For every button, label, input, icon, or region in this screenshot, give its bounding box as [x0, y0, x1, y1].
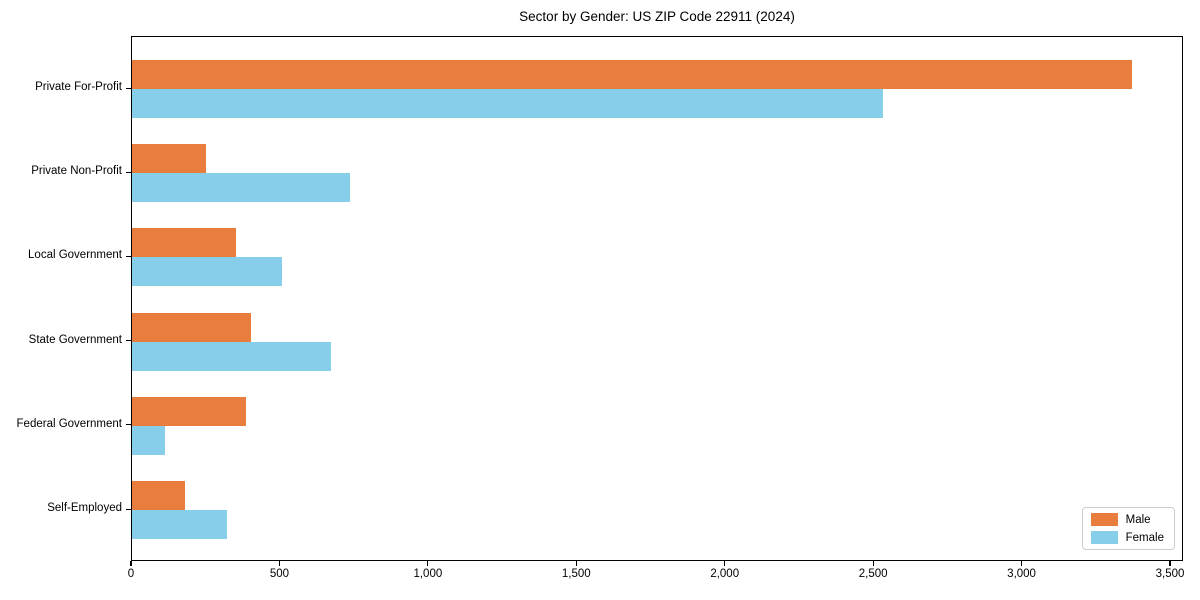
legend: Male Female: [1081, 507, 1175, 550]
xtick-label-1000: 1,000: [413, 568, 443, 580]
bar-male-federal-government: [132, 396, 247, 426]
female-series-swatch: [1090, 531, 1118, 544]
xtick-mark-500: [278, 561, 281, 566]
bar-male-local-government: [132, 228, 236, 258]
bar-male-private-non-profit: [132, 144, 207, 174]
legend-entry-female: Female: [1090, 531, 1164, 544]
xtick-label-2000: 2,000: [710, 568, 740, 580]
plot-area: Male Female: [131, 36, 1183, 561]
ytick-mark-private-non-profit: [126, 171, 131, 173]
chart-title: Sector by Gender: US ZIP Code 22911 (202…: [519, 9, 795, 24]
xtick-label-2500: 2,500: [858, 568, 888, 580]
xtick-label-1500: 1,500: [561, 568, 591, 580]
xtick-label-500: 500: [269, 568, 290, 580]
ytick-mark-self-employed: [126, 508, 131, 510]
ytick-label-state-government: State Government: [28, 333, 122, 346]
bar-male-state-government: [132, 312, 251, 342]
ytick-label-federal-government: Federal Government: [16, 417, 122, 430]
bar-female-self-employed: [132, 510, 227, 539]
bar-male-private-for-profit: [132, 60, 1133, 89]
legend-entry-male: Male: [1090, 513, 1164, 526]
xtick-mark-1500: [575, 561, 577, 566]
bar-female-private-non-profit: [132, 173, 351, 203]
ytick-mark-federal-government: [126, 424, 131, 426]
bar-female-state-government: [132, 341, 331, 371]
xtick-mark-0: [130, 561, 132, 566]
xtick-mark-3000: [1020, 561, 1023, 566]
xtick-mark-3500: [1169, 561, 1171, 566]
xtick-mark-1000: [427, 561, 429, 566]
ytick-mark-private-for-profit: [126, 87, 131, 89]
ytick-label-private-for-profit: Private For-Profit: [35, 81, 122, 93]
ytick-label-local-government: Local Government: [28, 249, 122, 262]
bar-female-private-for-profit: [132, 89, 884, 118]
ytick-label-self-employed: Self-Employed: [47, 502, 122, 514]
legend-label-male: Male: [1125, 513, 1151, 526]
ytick-mark-local-government: [126, 255, 131, 258]
xtick-label-3500: 3,500: [1155, 568, 1185, 580]
ytick-mark-state-government: [126, 340, 131, 342]
xtick-label-3000: 3,000: [1007, 568, 1036, 580]
legend-label-female: Female: [1125, 531, 1164, 544]
ytick-label-private-non-profit: Private Non-Profit: [31, 165, 122, 178]
xtick-mark-2000: [724, 561, 726, 566]
xtick-mark-2500: [872, 561, 874, 566]
bar-female-federal-government: [132, 425, 165, 455]
xtick-label-0: 0: [127, 568, 135, 580]
bar-female-local-government: [132, 257, 282, 287]
male-series-swatch: [1090, 513, 1118, 526]
bar-male-self-employed: [132, 481, 186, 510]
